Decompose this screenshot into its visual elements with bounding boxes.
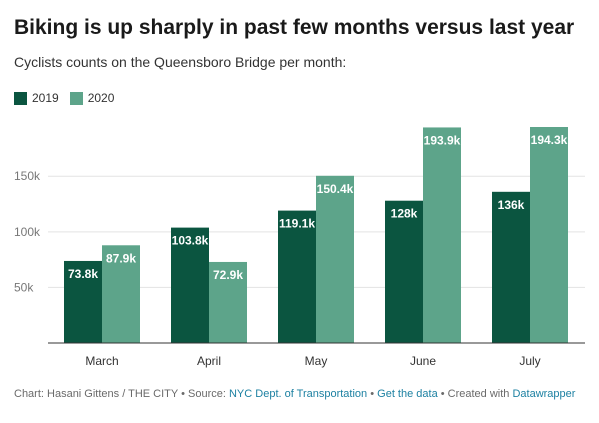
bar-value-label: 193.9k [424,133,461,147]
bar-2020 [530,127,568,343]
bar-2019 [385,200,423,343]
footer-credit: Chart: Hasani Gittens / THE CITY [14,388,179,400]
bar-2019 [64,260,102,343]
bar-value-label: 119.1k [279,217,315,231]
bar-2020 [102,245,140,343]
x-tick-label: July [519,354,540,368]
bar-value-label: 194.3k [531,133,568,147]
footer-separator: • Created with [437,388,513,400]
legend-label-2019: 2019 [32,91,59,105]
source-link[interactable]: NYC Dept. of Transportation [228,388,368,400]
bar-value-label: 128k [391,207,418,221]
bar-value-label: 103.8k [172,234,209,248]
chart-subtitle: Cyclists counts on the Queensboro Bridge… [14,54,347,70]
bar-2020 [316,175,354,343]
legend-swatch-2019 [14,91,27,105]
chart-footer: Chart: Hasani Gittens / THE CITY • Sourc… [14,388,575,400]
legend-label-2020: 2020 [87,91,115,105]
x-tick-label: March [85,354,118,368]
bar-value-label: 87.9k [106,251,136,265]
datawrapper-link[interactable]: Datawrapper [512,388,576,400]
bar-2020 [209,261,247,343]
bar-2019 [278,210,316,343]
footer-separator: • [367,388,378,400]
legend-swatch-2020 [69,91,83,105]
bar-2019 [171,227,209,343]
y-tick-label: 50k [14,280,34,294]
bar-2020 [423,127,461,343]
bar-value-label: 73.8k [68,267,98,281]
chart-title: Biking is up sharply in past few months … [14,16,575,39]
x-tick-label: April [197,354,221,368]
x-tick-label: May [305,354,328,368]
y-tick-label: 150k [14,169,41,183]
x-tick-label: June [410,354,436,368]
bar-value-label: 72.9k [213,268,243,282]
y-tick-label: 100k [14,225,41,239]
footer-separator: • Source: [178,388,229,400]
bar-value-label: 136k [498,198,525,212]
legend: 2019 2020 [14,91,125,105]
legend-item-2020: 2020 [69,91,115,105]
bar-2019 [492,191,530,343]
bar-value-label: 150.4k [317,182,354,196]
legend-item-2019: 2019 [14,91,59,105]
get-data-link[interactable]: Get the data [377,388,438,400]
